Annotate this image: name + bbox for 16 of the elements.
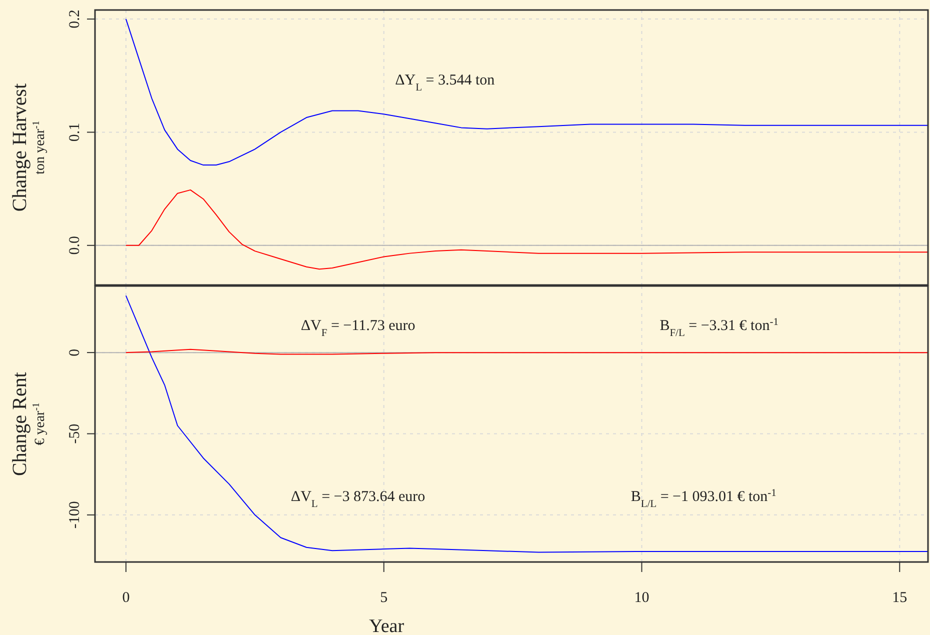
annotation: ΔY$_{L}$ = 3.544 ton [395, 72, 496, 93]
x-tick-label: 0 [122, 590, 130, 606]
annotation: ΔV$_{F}$ = −11.73 euro [300, 318, 416, 338]
x-tick-label: 5 [380, 590, 388, 606]
x-tick-label: 15 [892, 590, 908, 606]
y-tick-label: 0.1 [67, 122, 83, 142]
y-tick-label: 0 [67, 348, 83, 356]
x-axis-title: Year [369, 616, 405, 635]
y-tick-label: 0.0 [67, 236, 83, 255]
y-tick-label: -50 [67, 424, 83, 444]
annotation: B$_{F/L}$ = −3.31 € ton$^{-1}$ [660, 316, 778, 338]
y-tick-label: -100 [67, 501, 83, 529]
annotation: ΔV$_{L}$ = −3 873.64 euro [290, 489, 426, 510]
x-tick-label: 10 [634, 590, 650, 606]
y-tick-label: 0.2 [67, 10, 83, 28]
annotation: B$_{L/L}$ = −1 093.01 € ton$^{-1}$ [630, 488, 776, 510]
